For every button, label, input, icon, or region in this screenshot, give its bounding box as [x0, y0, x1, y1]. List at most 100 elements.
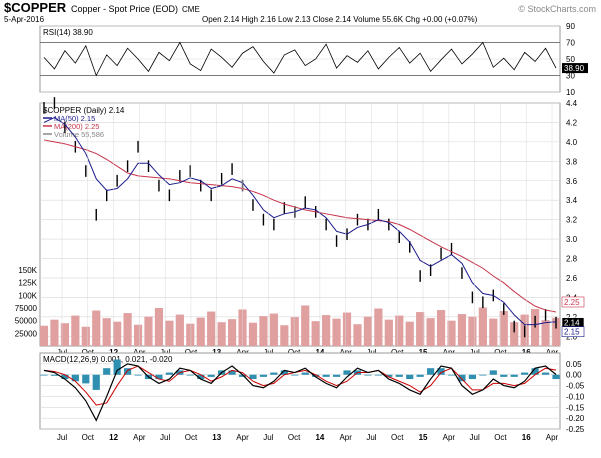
macd-histogram-bar — [406, 374, 414, 380]
macd-histogram-bar — [447, 374, 456, 376]
x-tick-label: 14 — [315, 433, 324, 442]
volume-bar — [468, 316, 477, 346]
rsi-last-value-label: 38.90 — [564, 64, 585, 73]
macd-title: MACD(12,26,9) 0.001, 0.021, -0.020 — [43, 355, 173, 364]
rsi-title: RSI(14) 38.90 — [43, 28, 93, 37]
x-tick-label: Oct — [82, 433, 95, 442]
volume-bar — [133, 324, 143, 346]
x-tick-label: Apr — [236, 433, 249, 442]
x-tick-label: 15 — [419, 433, 428, 442]
volume-bar — [92, 310, 101, 346]
macd-histogram-bar — [416, 374, 424, 377]
rsi-last-value-box — [562, 63, 588, 74]
volume-bar — [374, 308, 383, 346]
price-tick-label: 3.8 — [566, 157, 578, 166]
volume-bar — [551, 317, 561, 346]
x-tick-label: Jul — [57, 433, 67, 442]
macd-histogram-bar — [50, 374, 59, 376]
price-tick-label: 3.4 — [566, 196, 578, 205]
x-tick-label: Oct — [391, 433, 404, 442]
macd-histogram-bar — [552, 374, 560, 380]
legend-entry: MA(50) 2.15 — [54, 114, 95, 123]
volume-bar — [510, 322, 519, 346]
volume-bar — [322, 315, 331, 346]
volume-bar — [499, 311, 508, 346]
volume-bar — [165, 320, 174, 346]
date-label: 5-Apr-2016 — [4, 15, 45, 24]
volume-bar — [60, 323, 69, 346]
macd-histogram-bar — [71, 374, 79, 382]
volume-bar — [342, 312, 352, 346]
macd-histogram-bar — [510, 374, 518, 377]
x-tick-label: Oct — [185, 433, 198, 442]
x-tick-label: Oct — [288, 433, 301, 442]
x-tick-label: Jul — [470, 433, 480, 442]
x-tick-label: Apr — [443, 433, 456, 442]
price-tick-label: 3.6 — [566, 177, 578, 186]
macd-histogram-bar — [458, 374, 466, 382]
macd-histogram-bar — [332, 374, 341, 377]
x-tick-label: Apr — [133, 433, 146, 442]
macd-tick-label: 0.00 — [566, 371, 582, 380]
volume-bar — [50, 319, 59, 346]
macd-histogram-bar — [155, 374, 163, 380]
volume-bar — [426, 318, 435, 346]
volume-bar — [196, 317, 205, 346]
rsi-series-line — [43, 41, 557, 77]
signal-series-line — [43, 365, 557, 406]
exchange-label: CME — [182, 5, 200, 14]
macd-histogram-bar — [541, 372, 550, 375]
volume-tick-label: 25000 — [15, 329, 38, 338]
volume-bar — [332, 318, 341, 346]
volume-bar — [384, 319, 393, 346]
macd-histogram-bar — [437, 368, 445, 375]
macd-histogram-bar — [343, 370, 351, 375]
x-tick-label: Jul — [366, 433, 376, 442]
macd-histogram-bar — [489, 370, 497, 375]
symbol-description: Copper - Spot Price (EOD) — [71, 4, 178, 14]
macd-histogram-bar — [500, 374, 508, 377]
volume-bar — [353, 324, 362, 346]
macd-histogram-bar — [207, 374, 215, 377]
volume-bar — [71, 315, 80, 346]
volume-tick-label: 150K — [18, 266, 37, 275]
price-last-value-box — [561, 296, 585, 308]
macd-histogram-bar — [228, 370, 236, 375]
macd-histogram-bar — [280, 370, 288, 375]
ohlc-summary: Open 2.14 High 2.16 Low 2.13 Close 2.14 … — [202, 15, 478, 24]
macd-histogram-bar — [124, 368, 132, 375]
volume-bar — [311, 321, 320, 346]
volume-bar — [113, 321, 122, 346]
macd-histogram-bar — [249, 374, 257, 380]
price-tick-label: 2.2 — [566, 313, 578, 322]
price-panel: $COPPER (Daily) 2.14 MA(50) 2.15MA(200) … — [15, 97, 585, 357]
volume-bar — [280, 325, 289, 346]
x-tick-label: Apr — [546, 433, 559, 442]
rsi-panel: RSI(14) 38.90 90 70 50 30 10 38.90 — [39, 22, 588, 97]
macd-tick-label: -0.25 — [566, 425, 585, 434]
volume-bar — [175, 314, 184, 346]
macd-histogram-bar — [40, 374, 48, 376]
macd-series-line — [43, 363, 557, 422]
volume-bar — [290, 317, 299, 346]
volume-tick-label: 100K — [18, 291, 37, 300]
watermark: © StockCharts.com — [518, 4, 596, 14]
macd-histogram-bar — [521, 372, 529, 375]
price-tick-label: 4.0 — [566, 138, 578, 147]
price-last-value-label: 2.25 — [564, 298, 580, 307]
macd-histogram-bar — [312, 374, 320, 377]
volume-bar — [207, 311, 216, 346]
volume-bar — [123, 313, 132, 346]
volume-bar — [301, 305, 310, 346]
volume-bar — [478, 307, 487, 346]
volume-bar — [447, 320, 456, 346]
rsi-tick-label: 50 — [566, 55, 575, 64]
macd-histogram-bar — [427, 368, 435, 375]
macd-tick-label: 0.05 — [566, 360, 582, 369]
ma50-series-line — [43, 117, 557, 326]
macd-histogram-bar — [92, 374, 100, 390]
macd-tick-label: -0.15 — [566, 403, 585, 412]
volume-bar — [541, 320, 550, 346]
macd-histogram-bar — [113, 359, 121, 375]
